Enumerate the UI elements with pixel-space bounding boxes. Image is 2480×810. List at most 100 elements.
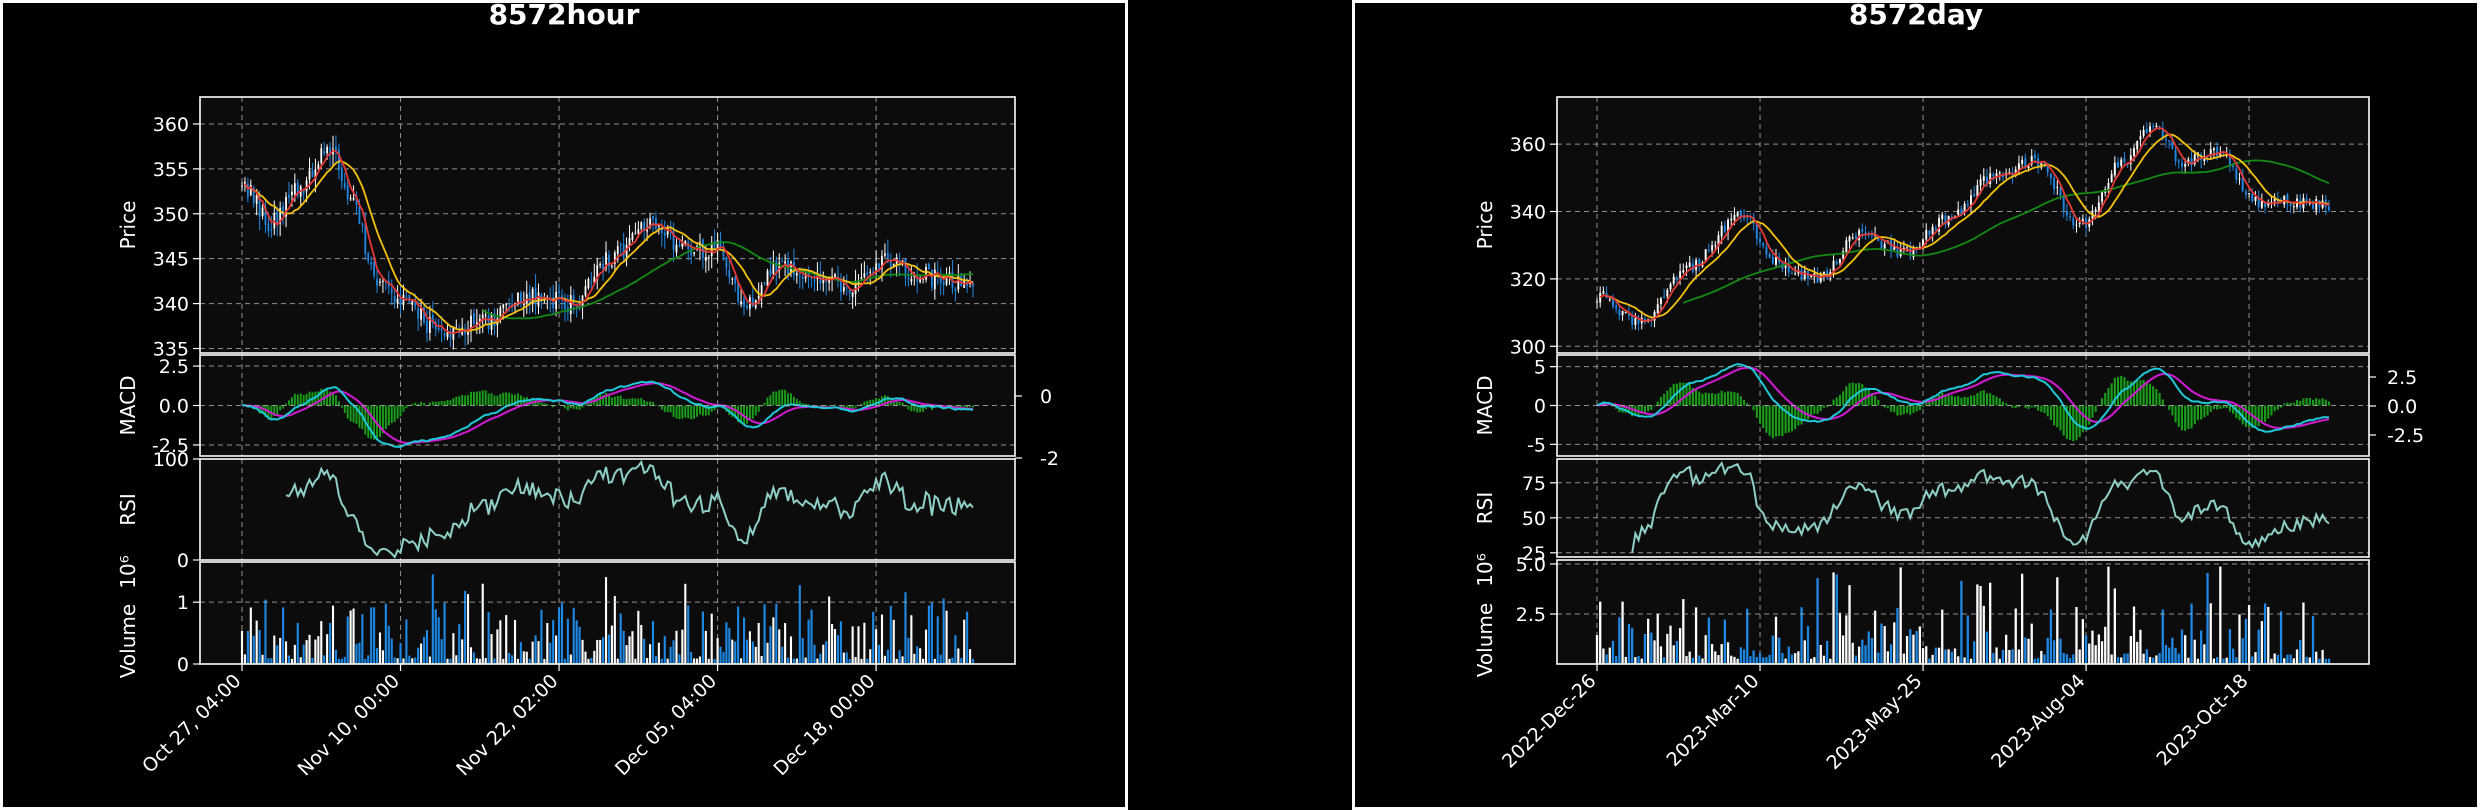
volume-bar — [695, 658, 699, 664]
volume-bar — [1752, 650, 1755, 664]
candle-body — [2219, 153, 2222, 157]
macd-histogram-bar — [1806, 405, 1810, 420]
rsi-tick-label: 100 — [153, 449, 189, 471]
volume-bar — [326, 634, 329, 664]
macd-histogram-bar — [2196, 405, 2200, 421]
volume-bar — [883, 655, 886, 664]
volume-bar — [1963, 657, 1966, 664]
candle-body — [931, 269, 933, 288]
candle-body — [578, 305, 581, 308]
macd-histogram-bar — [2193, 405, 2196, 425]
volume-bar — [2123, 653, 2126, 664]
macd-histogram-bar — [872, 399, 875, 406]
volume-bar — [2327, 658, 2331, 664]
candle-body — [522, 304, 525, 306]
candle-body — [361, 224, 364, 226]
macd-histogram-bar — [2145, 382, 2148, 406]
volume-bar — [519, 642, 522, 664]
candle-body — [1842, 251, 1845, 259]
candle-body — [1950, 216, 1953, 218]
macd-histogram-bar — [287, 400, 290, 406]
volume-bar — [1758, 653, 1762, 664]
candle-body — [2232, 165, 2235, 168]
volume-bar — [2011, 649, 2014, 664]
volume-bar — [264, 599, 267, 664]
macd-histogram-bar — [2216, 405, 2219, 410]
candle-body — [769, 269, 772, 276]
volume-bar — [957, 648, 960, 664]
macd-tick-label: -2.5 — [152, 435, 189, 457]
macd-histogram-bar — [734, 405, 737, 419]
volume-bar — [939, 654, 942, 664]
volume-bar — [628, 636, 631, 664]
macd-frame — [199, 354, 1016, 457]
macd-histogram-bar — [1711, 393, 1714, 406]
candle-body — [267, 223, 270, 232]
macd-histogram-bar — [798, 401, 801, 406]
candle-body — [1851, 237, 1854, 239]
macd-histogram-bar — [1714, 394, 1717, 406]
volume-bar — [455, 655, 458, 664]
volume-bar — [2283, 658, 2286, 664]
macd-histogram-bar — [1781, 405, 1784, 437]
candle-body — [431, 314, 434, 323]
macd-histogram-bar — [1627, 405, 1631, 414]
volume-bar — [2225, 657, 2228, 664]
macd-histogram-bar — [1762, 405, 1765, 429]
macd-histogram-bar — [431, 401, 434, 406]
candle-body — [249, 184, 252, 196]
macd-histogram-bar — [2222, 405, 2225, 409]
volume-bar — [2267, 607, 2270, 664]
macd-histogram-bar — [484, 390, 487, 406]
candle-body — [613, 252, 616, 264]
macd-histogram-bar — [261, 405, 264, 414]
volume-bar — [1717, 655, 1720, 664]
candle-body — [1995, 173, 1998, 177]
candle-body — [446, 331, 449, 338]
volume-bar — [1742, 649, 1746, 664]
macd-histogram-bar — [766, 397, 769, 406]
macd-histogram-bar — [258, 405, 261, 414]
candle-body — [590, 281, 593, 283]
volume-bar — [284, 641, 288, 664]
macd-histogram-bar — [464, 395, 467, 406]
macd-histogram-bar — [2161, 399, 2164, 406]
volume-bar — [919, 648, 922, 664]
candle-body — [1915, 246, 1918, 248]
volume-bar — [1749, 656, 1752, 664]
volume-bar — [1765, 657, 1768, 664]
candle-body — [1966, 204, 1969, 206]
candle-body — [2168, 140, 2171, 142]
volume-bar — [1672, 645, 1675, 664]
macd-histogram-bar — [446, 400, 449, 406]
macd-histogram-bar — [2305, 397, 2308, 406]
macd-histogram-bar — [2049, 405, 2052, 421]
volume-bar — [2260, 621, 2264, 664]
macd-tick-label: 2.5 — [159, 356, 189, 378]
volume-bar — [358, 642, 361, 664]
macd-histogram-bar — [2212, 405, 2215, 410]
volume-bar — [2199, 630, 2203, 664]
candle-body — [801, 276, 804, 279]
volume-bar — [2292, 658, 2295, 664]
macd-histogram-bar — [760, 405, 763, 407]
macd-histogram-bar — [681, 405, 684, 419]
volume-bar — [555, 635, 558, 664]
x-tick-label: Oct 27, 04:00 — [138, 670, 245, 777]
candle-body — [255, 195, 258, 204]
macd-histogram-bar — [763, 402, 766, 406]
volume-scale-label: 10⁶ — [116, 555, 140, 588]
macd-histogram-bar — [1653, 405, 1656, 407]
macd-histogram-bar — [748, 405, 751, 421]
price-tick-label: 360 — [1510, 134, 1546, 156]
candle-body — [1768, 254, 1771, 258]
price-tick-label: 300 — [1510, 336, 1546, 358]
volume-bar — [2129, 636, 2132, 664]
macd-histogram-bar — [1848, 383, 1851, 406]
volume-bar — [2052, 640, 2056, 664]
volume-bar — [1710, 644, 1714, 664]
volume-bar — [1774, 616, 1778, 664]
candle-body — [1669, 283, 1672, 290]
macd-histogram-bar — [2219, 405, 2222, 409]
macd-histogram-bar — [417, 403, 420, 406]
